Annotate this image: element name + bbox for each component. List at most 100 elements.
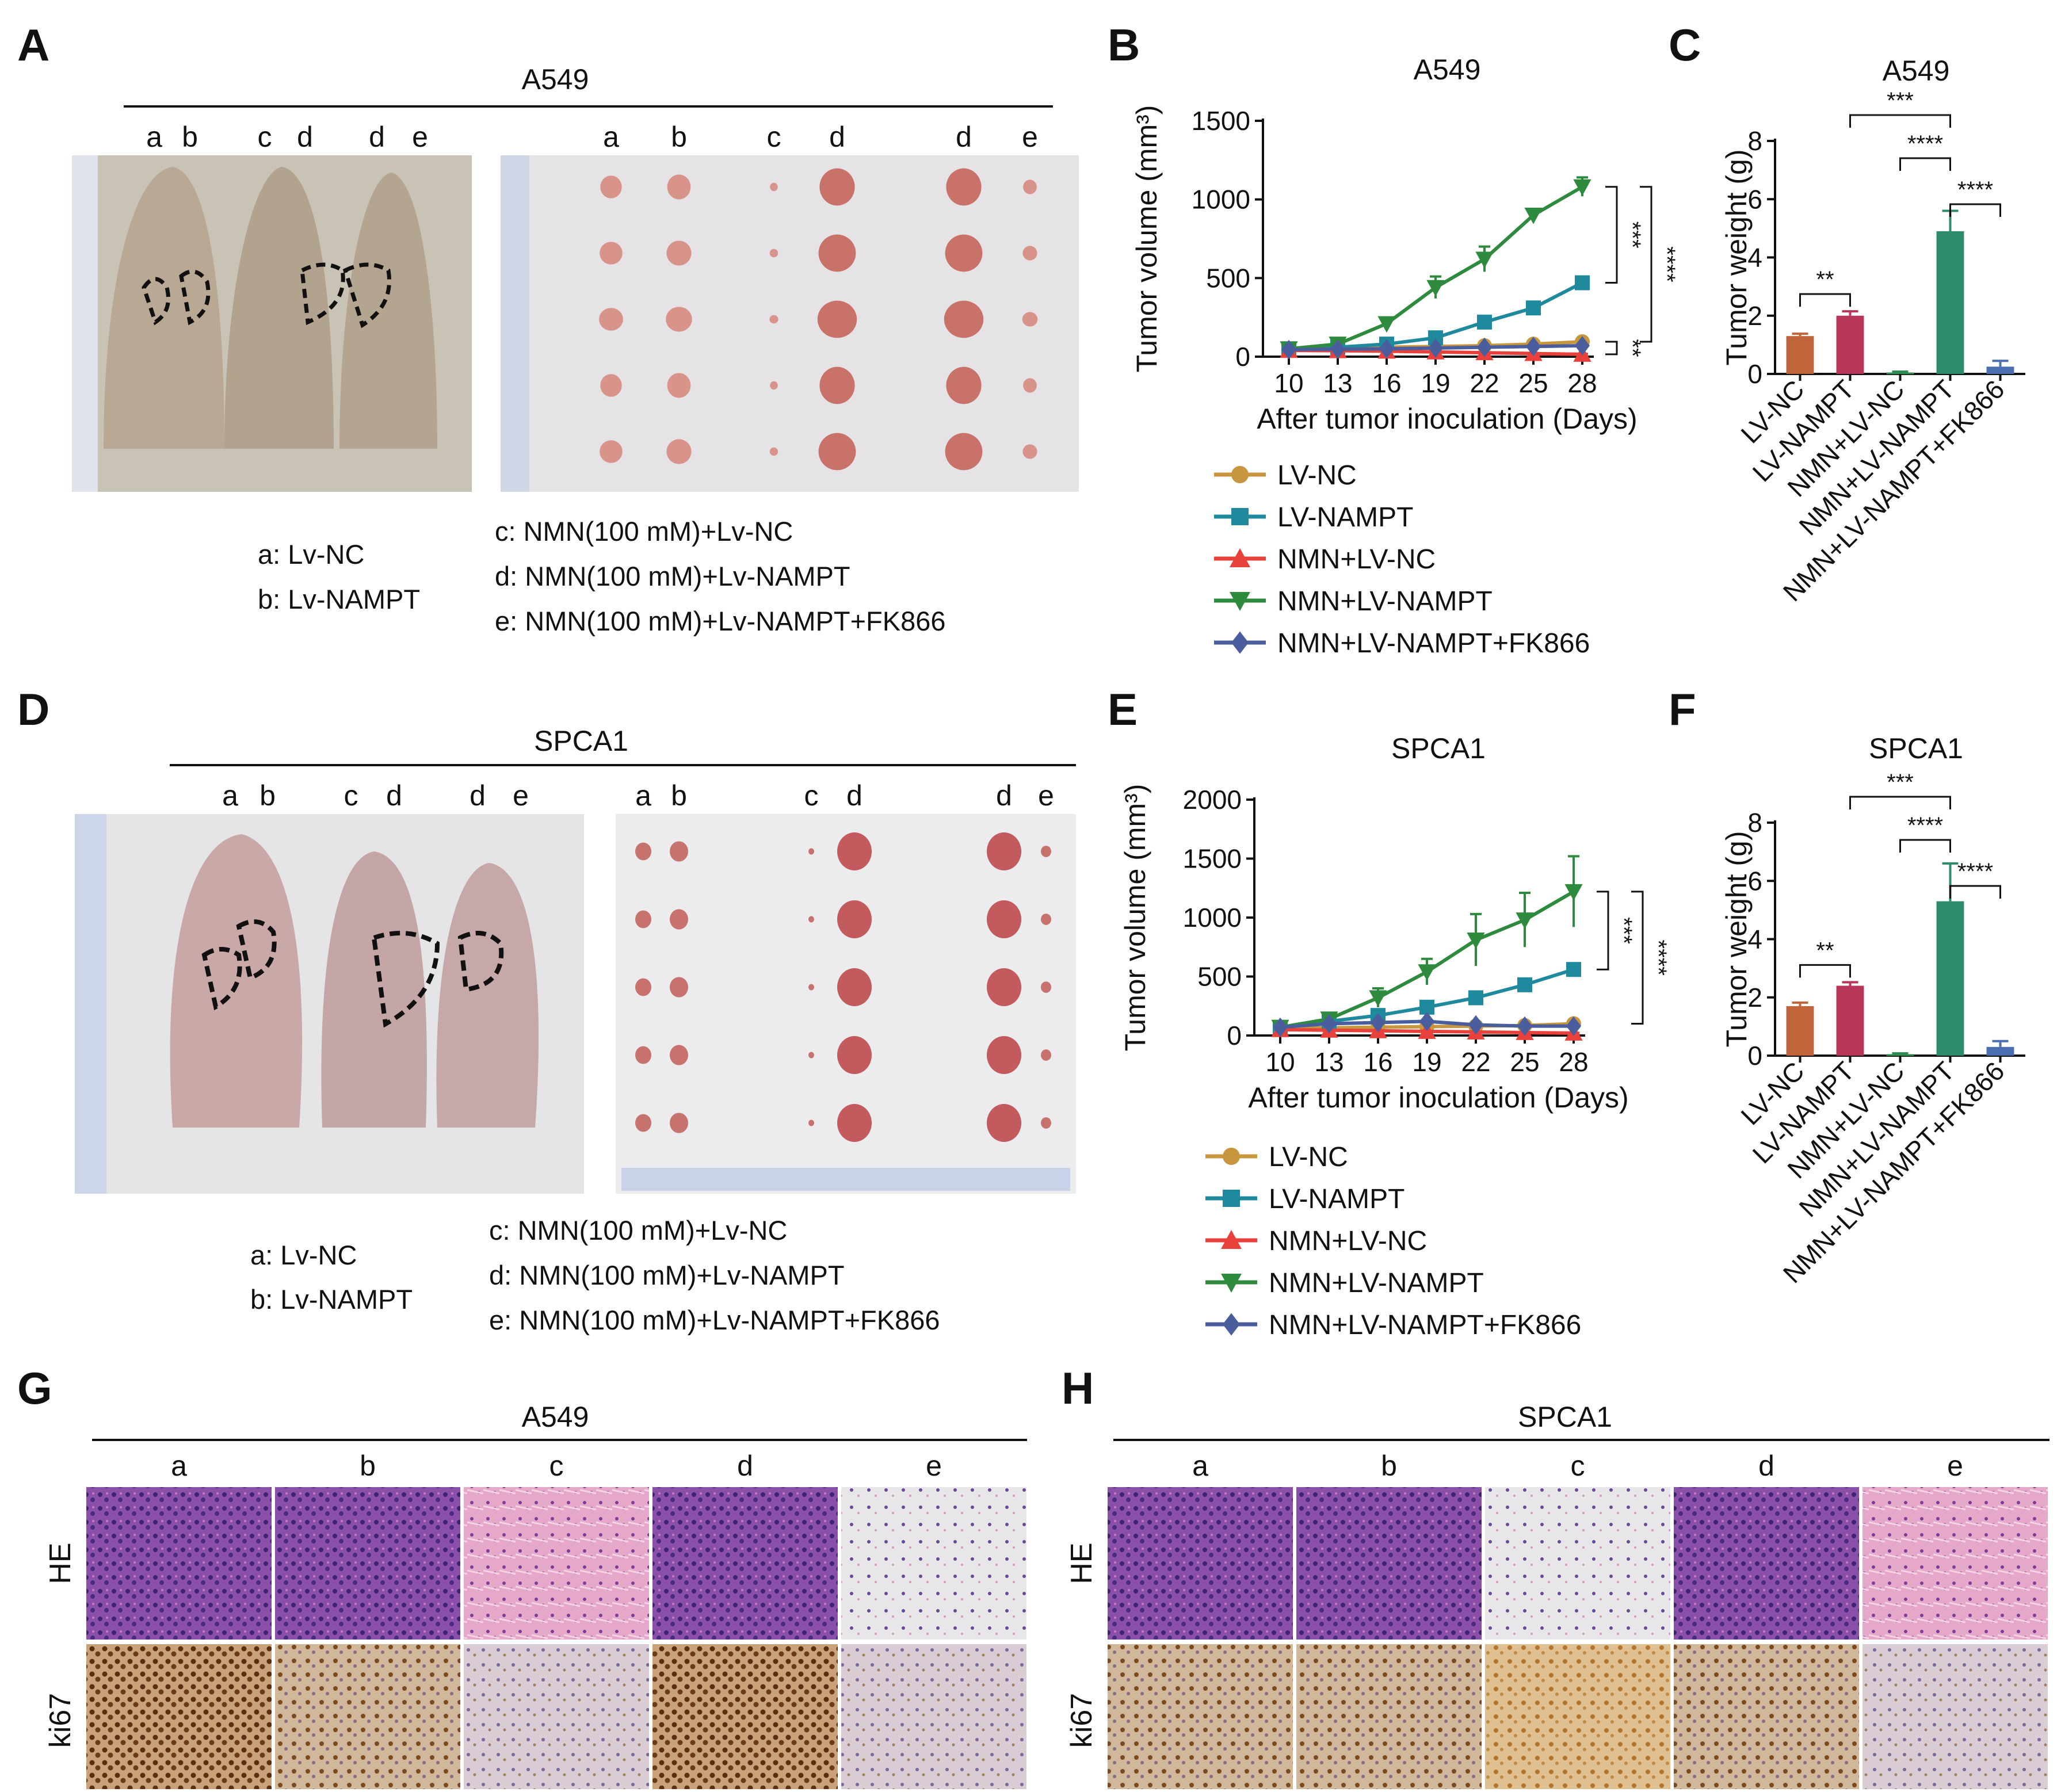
marker-diamond bbox=[1273, 1017, 1288, 1037]
marker-square bbox=[1468, 990, 1483, 1006]
he-image bbox=[1862, 1487, 2048, 1640]
tumor-blob bbox=[945, 234, 983, 272]
mouse-label: b bbox=[182, 121, 198, 153]
panel-letter: B bbox=[1108, 20, 1140, 70]
ki67-image bbox=[652, 1644, 838, 1792]
tumor-blob bbox=[670, 841, 688, 862]
tumor-blob bbox=[837, 832, 872, 870]
tumor-blob bbox=[987, 968, 1021, 1006]
panel-H-letter: H bbox=[1062, 1363, 1094, 1413]
bracket bbox=[1849, 114, 1951, 128]
legend-label: NMN+LV-NAMPT+FK866 bbox=[1277, 628, 1590, 659]
y-tick-label: 0 bbox=[1747, 1041, 1762, 1071]
tumor-blob bbox=[635, 1114, 651, 1132]
marker-triangle bbox=[1230, 548, 1250, 567]
tumor-blob bbox=[769, 447, 778, 456]
y-tick-label: 1000 bbox=[1183, 903, 1242, 933]
significance-label: *** bbox=[1887, 770, 1914, 795]
panel-A-title: A549 bbox=[522, 63, 589, 95]
tumor-blob bbox=[818, 433, 856, 471]
significance-bracket: *** bbox=[1605, 186, 1645, 284]
panel-D-letter: D bbox=[17, 684, 49, 735]
bracket bbox=[1799, 293, 1851, 307]
tumor-blob bbox=[808, 848, 814, 855]
marker-triangle bbox=[1467, 932, 1485, 949]
significance-bracket: ** bbox=[1799, 938, 1851, 978]
legend-item: LV-NC bbox=[1205, 1142, 1348, 1172]
he-image bbox=[464, 1487, 649, 1640]
significance-label: *** bbox=[1620, 221, 1645, 249]
mouse-label: a bbox=[222, 780, 238, 812]
significance-bracket: *** bbox=[1849, 88, 1951, 128]
series-NMN+LV-NAMPT+FK866 bbox=[1281, 335, 1590, 360]
mouse-label: c bbox=[258, 121, 272, 153]
he-image bbox=[86, 1487, 272, 1640]
column-label: a bbox=[1192, 1450, 1208, 1482]
mouse-label: d bbox=[470, 780, 486, 812]
tumor-blob bbox=[987, 1036, 1021, 1074]
x-tick-label: 25 bbox=[1518, 368, 1548, 398]
tumor-blob bbox=[635, 842, 651, 861]
tumor-blob bbox=[1041, 981, 1051, 993]
he-image bbox=[275, 1487, 460, 1640]
panel-D-title: SPCA1 bbox=[534, 725, 628, 757]
bracket bbox=[1631, 891, 1644, 1025]
panel-A-mice-photo bbox=[72, 155, 472, 492]
marker-triangle bbox=[1418, 964, 1436, 981]
significance-label: **** bbox=[1907, 131, 1943, 156]
chart-title: A549 bbox=[1414, 54, 1481, 86]
bracket bbox=[1849, 796, 1951, 809]
chart-title: A549 bbox=[1883, 55, 1950, 87]
marker-diamond bbox=[1566, 1016, 1581, 1036]
marker-square bbox=[1575, 275, 1590, 291]
column-label: c bbox=[549, 1450, 564, 1482]
ki67-image bbox=[1485, 1644, 1670, 1792]
x-tick-label: 19 bbox=[1421, 368, 1450, 398]
legend-item: NMN+LV-NAMPT+FK866 bbox=[1214, 628, 1590, 659]
y-tick-label: 1000 bbox=[1192, 185, 1250, 215]
marker-square bbox=[1517, 977, 1532, 992]
significance-label: **** bbox=[1957, 177, 1993, 202]
legend-item: NMN+LV-NAMPT bbox=[1205, 1268, 1484, 1298]
legend-line: d: NMN(100 mM)+Lv-NAMPT bbox=[489, 1260, 845, 1290]
legend-item: LV-NC bbox=[1214, 460, 1357, 491]
tumor-blob bbox=[1023, 179, 1037, 194]
tumor-blob bbox=[808, 1052, 814, 1059]
significance-bracket: **** bbox=[1949, 177, 2001, 217]
legend-label: NMN+LV-NAMPT+FK866 bbox=[1269, 1310, 1581, 1340]
marker-diamond bbox=[1330, 339, 1345, 359]
y-tick-label: 6 bbox=[1747, 184, 1762, 214]
tumor-blob bbox=[1022, 444, 1037, 459]
bar bbox=[1786, 1006, 1814, 1056]
tumor-blob bbox=[817, 300, 857, 338]
marker-triangle bbox=[1221, 1230, 1242, 1249]
tumor-blob bbox=[635, 1046, 651, 1064]
legend-line: c: NMN(100 mM)+Lv-NC bbox=[489, 1215, 787, 1245]
tumor-blob bbox=[987, 832, 1021, 870]
tumor-blob bbox=[1022, 246, 1037, 261]
significance-label: ** bbox=[1816, 267, 1834, 292]
bracket bbox=[1899, 839, 1951, 853]
bracket bbox=[1949, 885, 2001, 899]
tumor-blob bbox=[667, 373, 691, 398]
tumor-blob bbox=[837, 1104, 872, 1142]
panel-H-histology: a b c d e HE ki67 bbox=[1065, 1450, 2048, 1792]
marker-diamond bbox=[1371, 1012, 1386, 1033]
tumor-blob bbox=[1041, 1117, 1051, 1129]
significance-label: **** bbox=[1957, 859, 1993, 884]
panel-A-letter: A bbox=[17, 20, 49, 70]
bar bbox=[1936, 901, 1964, 1056]
series-NMN+LV-NAMPT+FK866 bbox=[1273, 1011, 1581, 1037]
x-tick-label: 13 bbox=[1323, 368, 1352, 398]
panel-D-tumor-labels: a b c d d e bbox=[635, 780, 1054, 812]
tumor-blob bbox=[819, 168, 855, 206]
marker-triangle bbox=[1377, 316, 1396, 333]
y-tick-label: 0 bbox=[1235, 342, 1250, 372]
ki67-image bbox=[1674, 1644, 1859, 1792]
tumor-blob bbox=[670, 1113, 688, 1133]
tumor-blob bbox=[944, 300, 984, 338]
significance-label: **** bbox=[1646, 940, 1671, 976]
marker-diamond bbox=[1281, 339, 1296, 360]
